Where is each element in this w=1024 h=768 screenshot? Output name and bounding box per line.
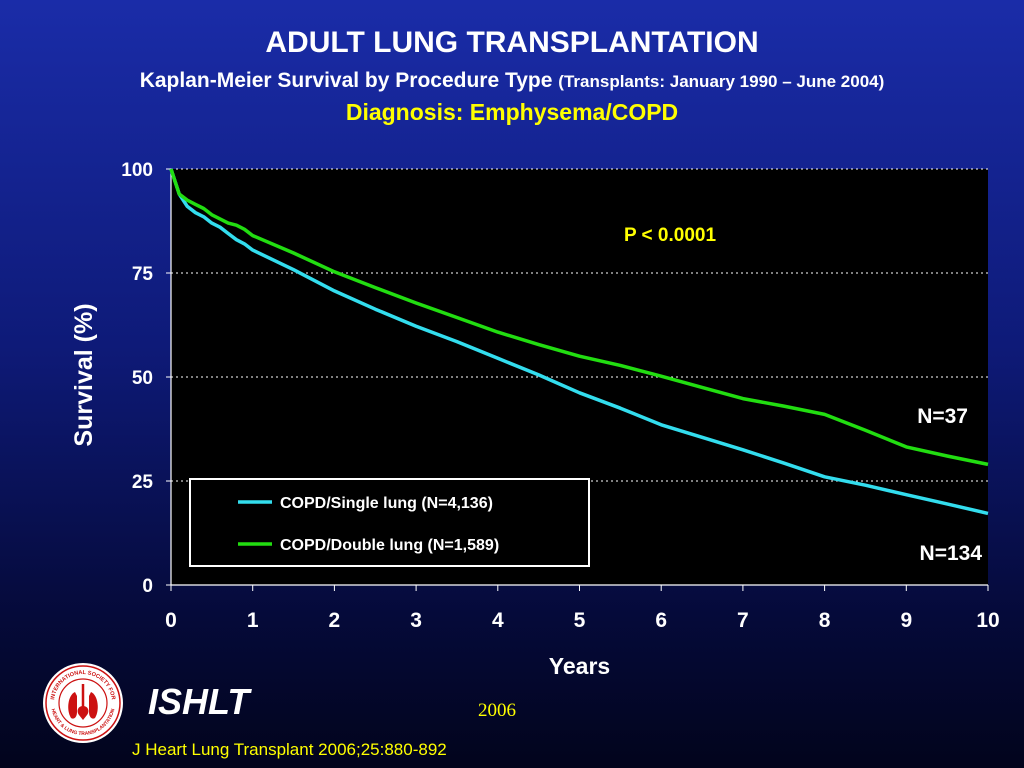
- y-tick-label: 100: [121, 160, 153, 181]
- x-tick-label: 8: [819, 609, 831, 632]
- x-tick-label: 4: [492, 609, 504, 632]
- org-name: ISHLT: [148, 681, 250, 722]
- legend-box: [189, 478, 590, 567]
- slide-title: ADULT LUNG TRANSPLANTATION: [265, 26, 759, 59]
- x-tick-label: 10: [976, 609, 999, 632]
- x-tick-label: 2: [329, 609, 341, 632]
- x-axis-label: Years: [549, 653, 610, 679]
- slide-subtitle: Kaplan-Meier Survival by Procedure Type …: [0, 68, 1024, 95]
- diagnosis-label: Diagnosis: Emphysema/COPD: [345, 99, 679, 125]
- subtitle-date-range: (Transplants: January 1990 – June 2004): [558, 72, 885, 91]
- legend-label-double-lung: COPD/Double lung (N=1,589): [280, 537, 499, 554]
- x-tick-label: 0: [165, 609, 177, 632]
- ishlt-logo-icon: INTERNATIONAL SOCIETY FOR HEART & LUNG T…: [43, 663, 123, 743]
- x-tick-label: 5: [574, 609, 586, 632]
- x-tick-label: 9: [900, 609, 912, 632]
- x-tick-label: 7: [737, 609, 749, 632]
- x-tick-label: 3: [410, 609, 422, 632]
- n-single-lung-annotation: N=134: [920, 542, 983, 565]
- y-tick-label: 50: [132, 368, 153, 389]
- series-double-lung-line: [169, 168, 989, 467]
- x-tick-label: 6: [655, 609, 667, 632]
- series-single-lung-line: [169, 168, 989, 516]
- y-tick-label: 25: [132, 472, 154, 493]
- y-tick-label: 75: [132, 264, 154, 285]
- legend-label-single-lung: COPD/Single lung (N=4,136): [280, 495, 493, 512]
- n-double-lung-annotation: N=37: [917, 405, 968, 428]
- subtitle-main: Kaplan-Meier Survival by Procedure Type: [139, 69, 553, 92]
- publication-year: 2006: [478, 700, 516, 721]
- p-value-annotation: P < 0.0001: [624, 225, 717, 246]
- y-tick-label: 0: [142, 576, 153, 597]
- x-tick-label: 1: [247, 609, 259, 632]
- y-axis-label: Survival (%): [70, 303, 98, 446]
- citation: J Heart Lung Transplant 2006;25:880-892: [132, 740, 447, 759]
